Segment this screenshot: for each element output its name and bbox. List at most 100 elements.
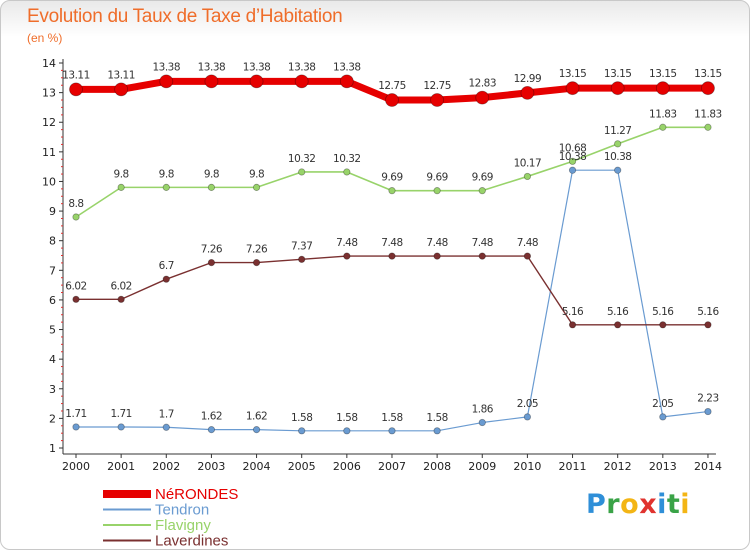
data-point (523, 172, 532, 181)
data-point (249, 74, 264, 89)
y-tick-label: 9 (49, 205, 56, 218)
data-label: 6.02 (65, 280, 86, 292)
x-tick-label: 2001 (107, 460, 135, 473)
y-tick-label: 8 (49, 235, 56, 248)
data-label: 1.62 (201, 411, 222, 423)
data-label: 7.37 (291, 240, 312, 252)
brand-letter: i (657, 489, 667, 520)
chart-title: Evolution du Taux de Taxe d’Habitation (27, 6, 343, 27)
data-point (659, 321, 667, 329)
x-tick-label: 2002 (152, 460, 180, 473)
y-tick-label: 7 (49, 264, 56, 277)
y-tick-label: 14 (42, 57, 56, 70)
data-point (568, 166, 577, 174)
data-label: 1.71 (110, 408, 131, 420)
data-point (204, 74, 219, 89)
series-line-1 (76, 169, 709, 432)
data-point (433, 187, 441, 195)
data-label: 1.71 (65, 408, 86, 420)
y-tick-label: 12 (42, 116, 56, 129)
data-label: 13.15 (694, 68, 722, 80)
brand-letter: x (639, 489, 658, 520)
x-tick-label: 2010 (513, 460, 541, 473)
y-tick-label: 5 (49, 324, 56, 337)
data-point (568, 321, 577, 329)
data-point (659, 123, 667, 131)
data-point (298, 427, 306, 435)
brand-letter: t (666, 489, 681, 520)
data-label: 5.16 (652, 306, 674, 318)
data-point (162, 423, 170, 431)
data-label: 1.58 (426, 412, 447, 424)
brand-letter: o (620, 489, 640, 520)
x-tick-label: 2005 (288, 460, 316, 473)
x-tick-label: 2000 (62, 460, 90, 473)
data-label: 1.58 (336, 412, 357, 424)
data-point (294, 74, 309, 89)
data-point (565, 81, 580, 96)
data-point (478, 187, 486, 195)
x-tick-label: 2006 (333, 460, 361, 473)
data-label: 5.16 (697, 306, 719, 318)
data-point (343, 168, 351, 176)
data-label: 10.32 (333, 153, 361, 165)
data-label: 11.27 (604, 125, 632, 137)
legend-label: Laverdines (155, 533, 228, 550)
data-point (478, 418, 486, 427)
x-tick-label: 2003 (197, 460, 225, 473)
y-tick-label: 3 (49, 383, 56, 396)
data-label: 7.48 (517, 237, 538, 249)
data-point (117, 423, 125, 431)
y-tick-label: 11 (42, 146, 56, 159)
y-tick-label: 2 (49, 412, 56, 425)
data-point (478, 252, 486, 260)
data-point (388, 427, 396, 435)
data-label: 13.15 (604, 68, 632, 80)
data-label: 2.05 (652, 398, 673, 410)
data-point (207, 259, 216, 267)
data-label: 9.8 (159, 168, 174, 180)
data-point (252, 426, 261, 434)
legend-label: Flavigny (155, 517, 211, 534)
data-label: 7.48 (381, 237, 402, 249)
data-label: 9.69 (381, 172, 402, 184)
data-label: 2.23 (697, 393, 718, 405)
data-label: 1.62 (246, 411, 267, 423)
data-point (72, 423, 80, 431)
x-tick-label: 2013 (649, 460, 677, 473)
data-label: 1.86 (472, 404, 494, 416)
data-point (114, 82, 129, 97)
brand-letter: i (680, 489, 691, 520)
data-point (252, 183, 261, 191)
data-label: 13.11 (107, 69, 135, 81)
data-point (339, 74, 354, 89)
x-tick-label: 2011 (559, 460, 587, 473)
y-tick-label: 6 (49, 294, 56, 307)
brand-logo: Proxiti (586, 489, 690, 520)
data-label: 5.16 (607, 306, 629, 318)
data-label: 13.38 (152, 61, 180, 73)
data-point (252, 259, 261, 267)
y-tick-label: 13 (42, 87, 56, 100)
data-label: 8.8 (68, 198, 83, 210)
data-label: 13.15 (559, 68, 587, 80)
x-tick-label: 2008 (423, 460, 451, 473)
data-point (207, 426, 216, 434)
legend-label: NéRONDES (155, 486, 238, 503)
data-point (207, 183, 216, 191)
x-tick-label: 2007 (378, 460, 406, 473)
data-point (430, 93, 445, 107)
data-label: 9.8 (114, 168, 129, 180)
data-point (69, 82, 83, 97)
data-label: 7.48 (336, 237, 357, 249)
data-point (117, 295, 125, 303)
data-point (475, 90, 490, 105)
data-label: 13.38 (243, 61, 271, 73)
data-point (568, 157, 577, 165)
data-point (433, 252, 441, 260)
data-point (343, 427, 351, 435)
data-label: 12.75 (423, 80, 451, 92)
data-label: 13.38 (333, 61, 361, 73)
data-point (298, 168, 306, 176)
